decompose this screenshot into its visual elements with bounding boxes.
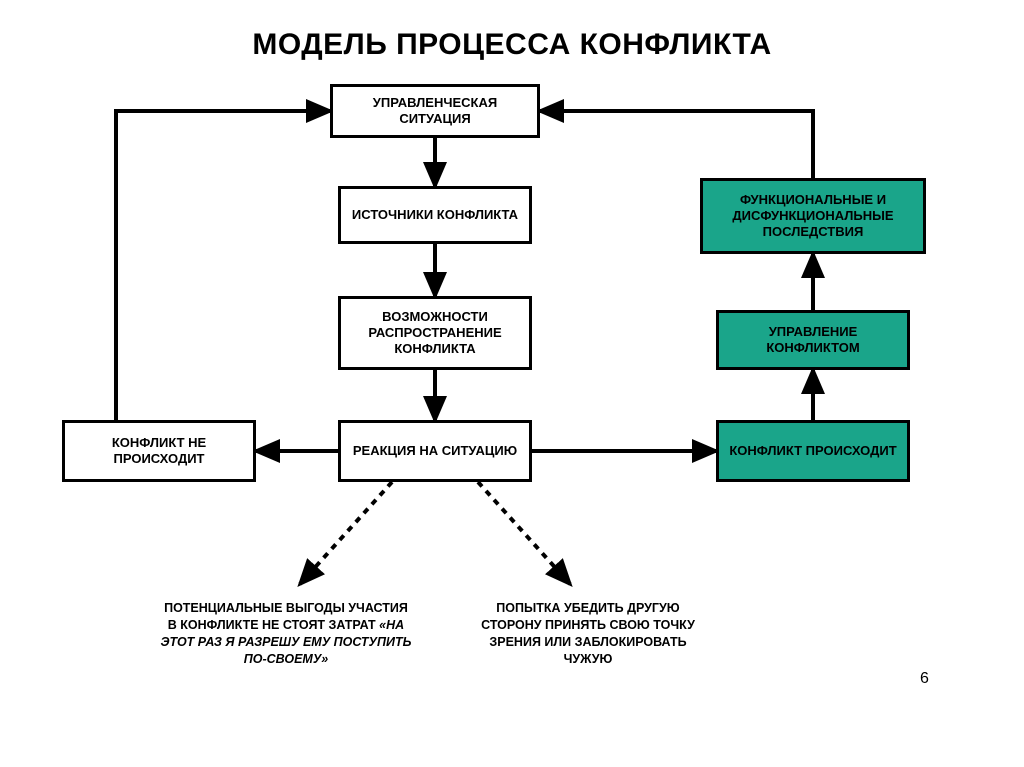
note-benefits-not-worth: ПОТЕНЦИАЛЬНЫЕ ВЫГОДЫ УЧАСТИЯ В КОНФЛИКТЕ… bbox=[160, 600, 412, 668]
page-number: 6 bbox=[920, 670, 929, 688]
diagram-title: МОДЕЛЬ ПРОЦЕССА КОНФЛИКТА bbox=[0, 28, 1024, 62]
node-conflict-spread: ВОЗМОЖНОСТИ РАСПРОСТРАНЕНИЕ КОНФЛИКТА bbox=[338, 296, 532, 370]
node-no-conflict: КОНФЛИКТ НЕ ПРОИСХОДИТ bbox=[62, 420, 256, 482]
node-conflict-management: УПРАВЛЕНИЕ КОНФЛИКТОМ bbox=[716, 310, 910, 370]
node-reaction: РЕАКЦИЯ НА СИТУАЦИЮ bbox=[338, 420, 532, 482]
diagram-canvas: МОДЕЛЬ ПРОЦЕССА КОНФЛИКТА УПРАВЛЕНЧЕСКАЯ… bbox=[0, 0, 1024, 767]
node-management-situation: УПРАВЛЕНЧЕСКАЯ СИТУАЦИЯ bbox=[330, 84, 540, 138]
node-conflict-happens: КОНФЛИКТ ПРОИСХОДИТ bbox=[716, 420, 910, 482]
note-convince-other-side: ПОПЫТКА УБЕДИТЬ ДРУГУЮ СТОРОНУ ПРИНЯТЬ С… bbox=[468, 600, 708, 668]
node-consequences: ФУНКЦИОНАЛЬНЫЕ И ДИСФУНКЦИОНАЛЬНЫЕ ПОСЛЕ… bbox=[700, 178, 926, 254]
node-conflict-sources: ИСТОЧНИКИ КОНФЛИКТА bbox=[338, 186, 532, 244]
